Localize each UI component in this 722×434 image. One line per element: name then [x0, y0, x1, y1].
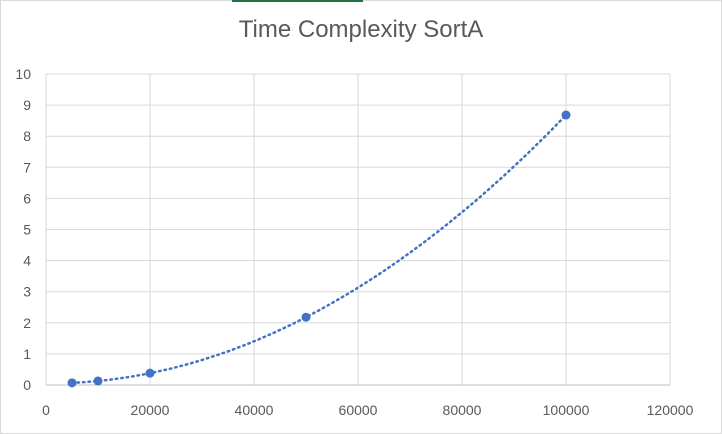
y-axis-ticks: 0 1 2 3 4 5 6 7 8 9 10	[15, 66, 31, 393]
y-tick-label: 1	[23, 346, 31, 362]
trendline-group	[70, 113, 568, 385]
data-point	[145, 368, 155, 378]
y-tick-label: 2	[23, 315, 31, 331]
y-tick-label: 0	[23, 377, 31, 393]
gridlines	[45, 73, 671, 386]
y-tick-label: 4	[23, 253, 31, 269]
y-tick-label: 8	[23, 128, 31, 144]
x-tick-label: 120000	[647, 402, 694, 418]
selection-accent	[232, 0, 363, 2]
chart-title: Time Complexity SortA	[238, 16, 484, 43]
data-point	[67, 378, 77, 388]
y-tick-label: 7	[23, 159, 31, 175]
x-tick-label: 0	[42, 402, 50, 418]
y-tick-label: 3	[23, 284, 31, 300]
x-tick-label: 40000	[235, 402, 274, 418]
data-point	[301, 312, 311, 322]
trendline	[70, 113, 568, 385]
y-tick-label: 5	[23, 222, 31, 238]
x-tick-label: 60000	[339, 402, 378, 418]
data-point	[561, 110, 571, 120]
x-tick-label: 80000	[443, 402, 482, 418]
y-tick-label: 6	[23, 190, 31, 206]
data-point	[93, 376, 103, 386]
data-points	[67, 110, 571, 388]
x-tick-label: 20000	[131, 402, 170, 418]
x-axis-ticks: 0 20000 40000 60000 80000 100000 120000	[42, 402, 693, 418]
y-tick-label: 10	[15, 66, 31, 82]
x-tick-label: 100000	[543, 402, 590, 418]
y-tick-label: 9	[23, 97, 31, 113]
